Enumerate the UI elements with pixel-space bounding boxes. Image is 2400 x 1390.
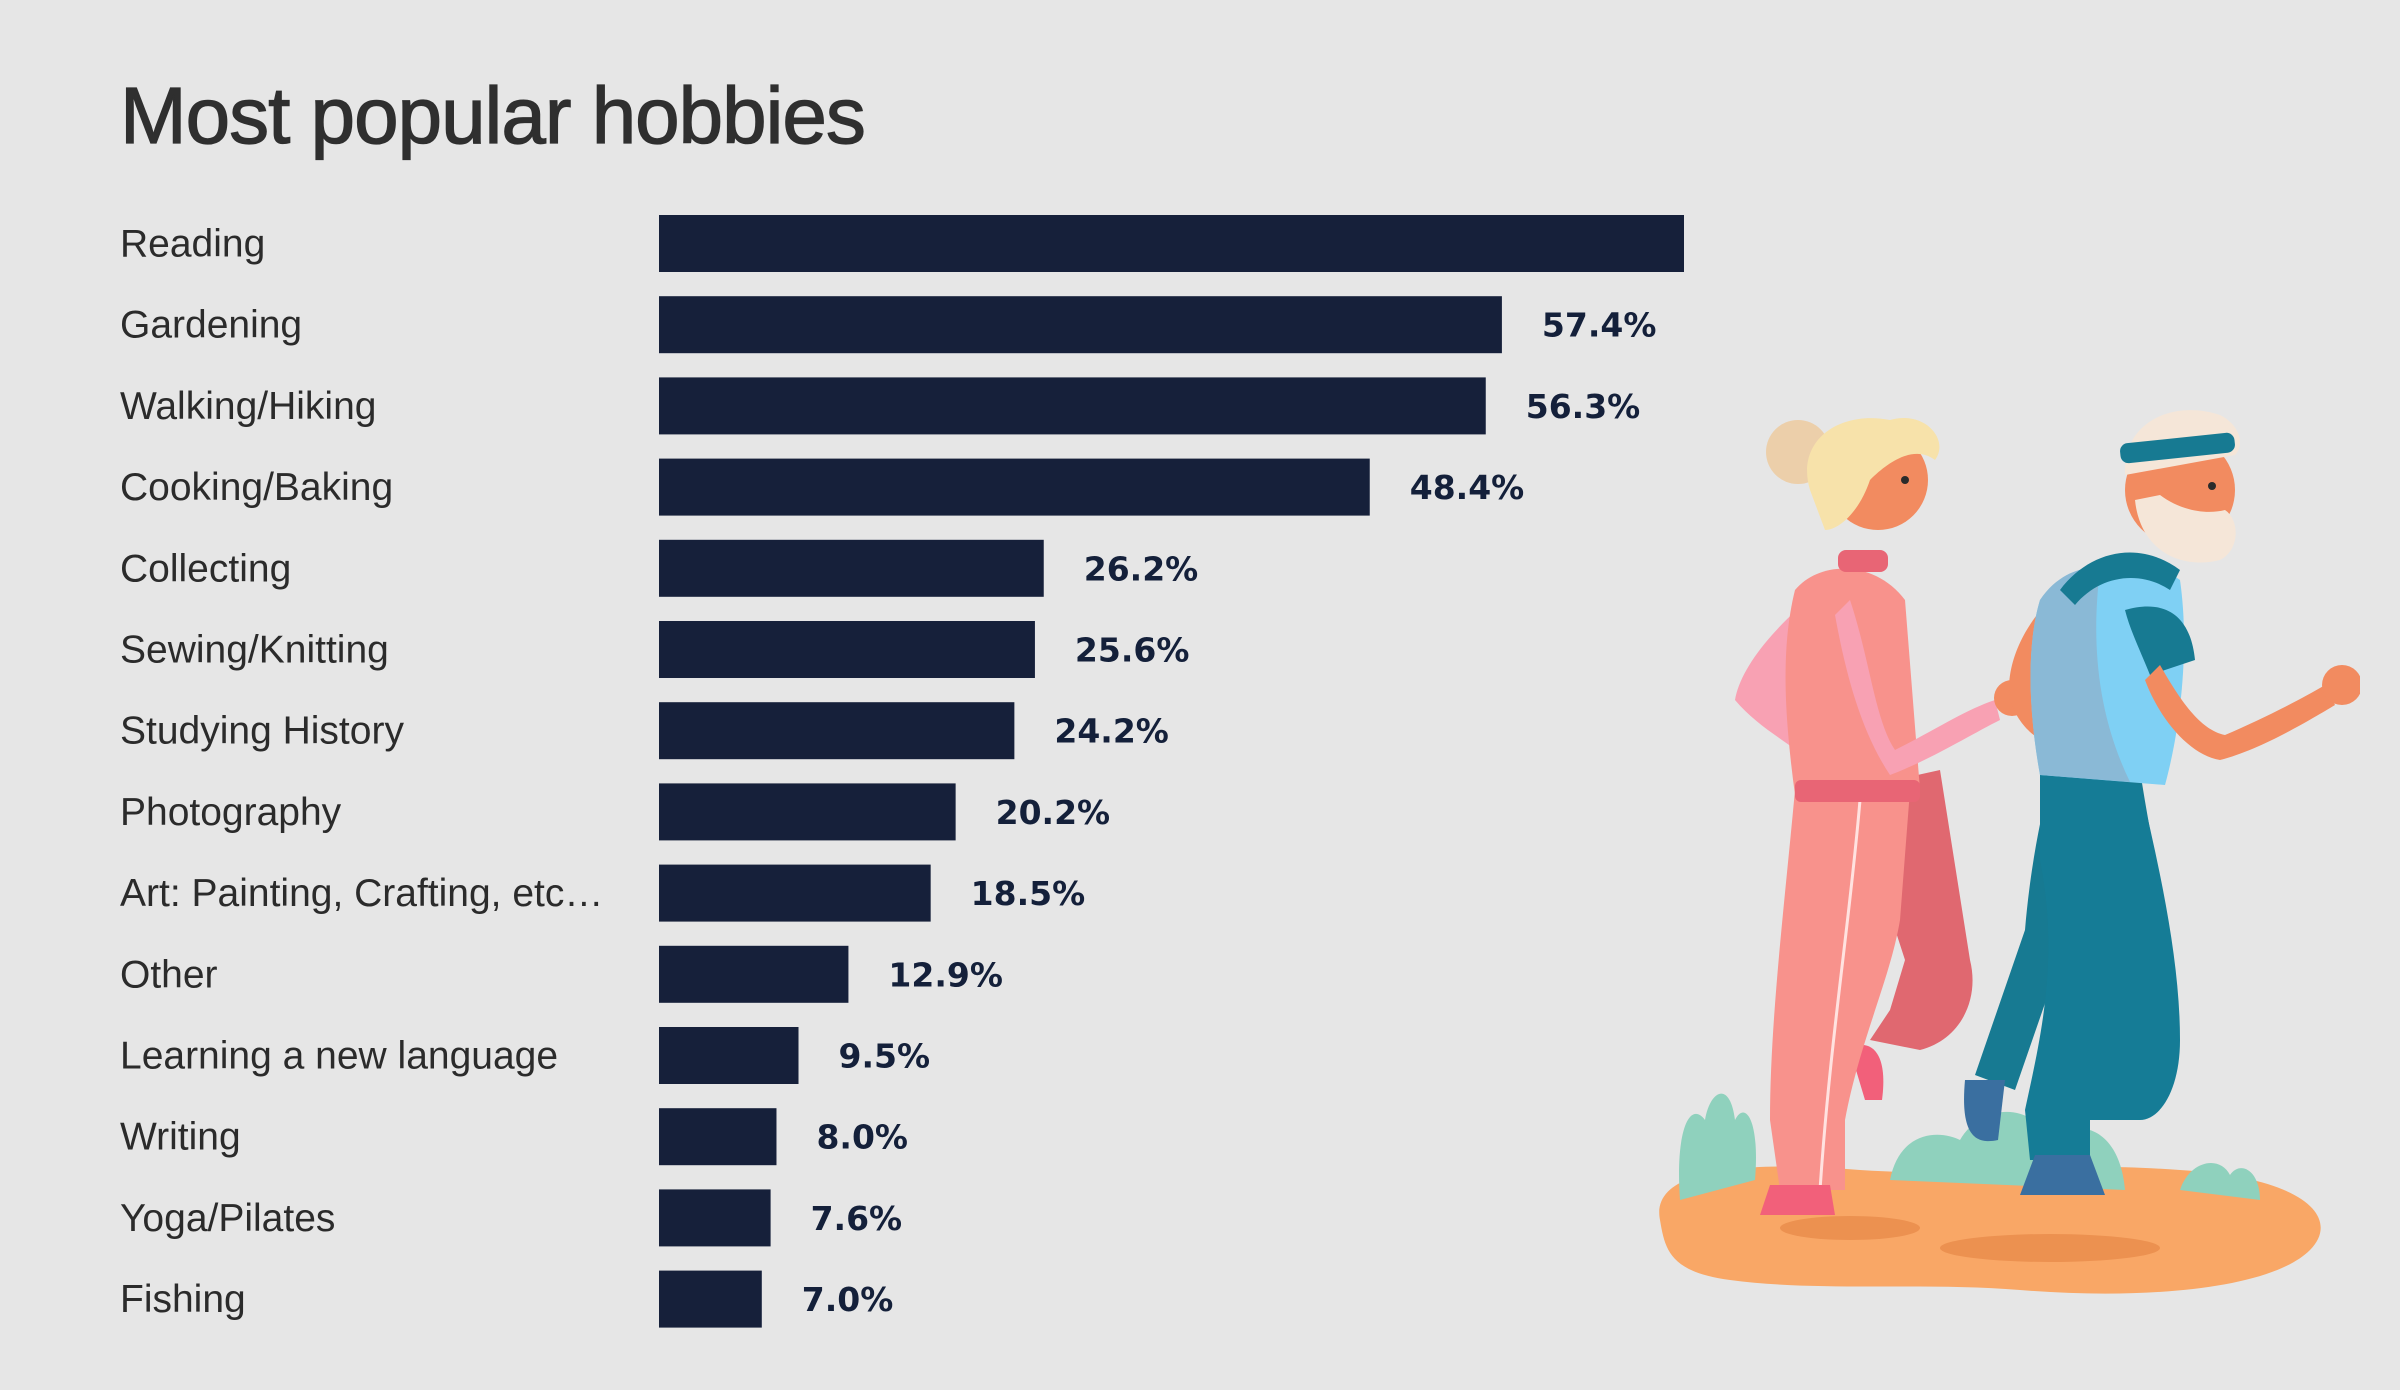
man-hand <box>2322 665 2360 705</box>
value-label: 57.4% <box>1542 306 1657 345</box>
category-label: Sewing/Knitting <box>120 629 389 672</box>
value-label: 26.2% <box>1084 549 1199 588</box>
bush-shape <box>1679 1093 1756 1200</box>
shadow-shape <box>1780 1216 1920 1240</box>
bar <box>659 1108 777 1166</box>
man-torso-shade <box>2030 568 2130 782</box>
bar <box>659 1270 762 1328</box>
bar <box>659 377 1486 435</box>
man-beard <box>2135 495 2236 563</box>
woman-waistband <box>1795 780 1920 802</box>
category-label: Other <box>120 953 218 996</box>
category-label: Art: Painting, Crafting, etc… <box>120 872 603 915</box>
man-back-shoe <box>1964 1080 2005 1142</box>
value-label: 7.6% <box>811 1199 903 1238</box>
category-label: Walking/Hiking <box>120 385 376 428</box>
value-label: 8.0% <box>816 1118 908 1157</box>
value-label: 12.9% <box>888 955 1003 994</box>
category-label: Studying History <box>120 710 404 753</box>
bar <box>659 702 1015 760</box>
man-sleeve <box>2125 606 2195 675</box>
category-label: Writing <box>120 1116 241 1159</box>
man-hood <box>2060 552 2180 605</box>
value-label: 18.5% <box>971 874 1086 913</box>
category-label: Yoga/Pilates <box>120 1197 335 1240</box>
bar <box>659 945 849 1003</box>
category-label: Gardening <box>120 304 302 347</box>
woman-collar <box>1838 550 1888 572</box>
value-label: 7.0% <box>802 1280 894 1319</box>
shadow-shape <box>1940 1234 2160 1262</box>
category-label: Fishing <box>120 1278 246 1321</box>
woman-hair <box>1807 418 1940 530</box>
man-front-arm <box>2145 665 2335 760</box>
bar <box>659 1027 799 1084</box>
woman-eye <box>1901 476 1909 484</box>
bar <box>659 296 1502 354</box>
woman-front-arm <box>1835 600 2000 775</box>
category-label: Learning a new language <box>120 1035 558 1078</box>
bar <box>659 621 1035 678</box>
chart-title: Most popular hobbies <box>119 70 866 160</box>
bush-shape <box>2180 1163 2260 1200</box>
bar <box>659 1189 771 1247</box>
category-label: Cooking/Baking <box>120 466 393 509</box>
value-label: 20.2% <box>996 793 1111 832</box>
bar <box>659 539 1044 597</box>
elderly-couple-jogging-illustration <box>1659 410 2360 1294</box>
woman-leg-stripe <box>1818 799 1862 1191</box>
man-front-shoe <box>2020 1155 2105 1195</box>
value-label: 48.4% <box>1410 468 1525 507</box>
value-label: 9.5% <box>839 1037 931 1076</box>
bar <box>659 458 1370 516</box>
value-label: 56.3% <box>1526 387 1641 426</box>
man-front-leg <box>2025 770 2180 1160</box>
category-label: Collecting <box>120 547 291 590</box>
value-label: 25.6% <box>1075 631 1190 670</box>
value-label: 24.2% <box>1054 712 1169 751</box>
bar <box>659 215 1684 272</box>
bar <box>659 783 956 841</box>
bar <box>659 864 931 922</box>
man-headband <box>2120 432 2235 464</box>
category-label: Photography <box>120 791 342 834</box>
category-label: Reading <box>120 223 265 266</box>
man-eye <box>2208 482 2216 490</box>
bar-chart: Reading69.8%Gardening57.4%Walking/Hiking… <box>120 215 1684 1328</box>
woman-front-shoe <box>1760 1185 1835 1215</box>
